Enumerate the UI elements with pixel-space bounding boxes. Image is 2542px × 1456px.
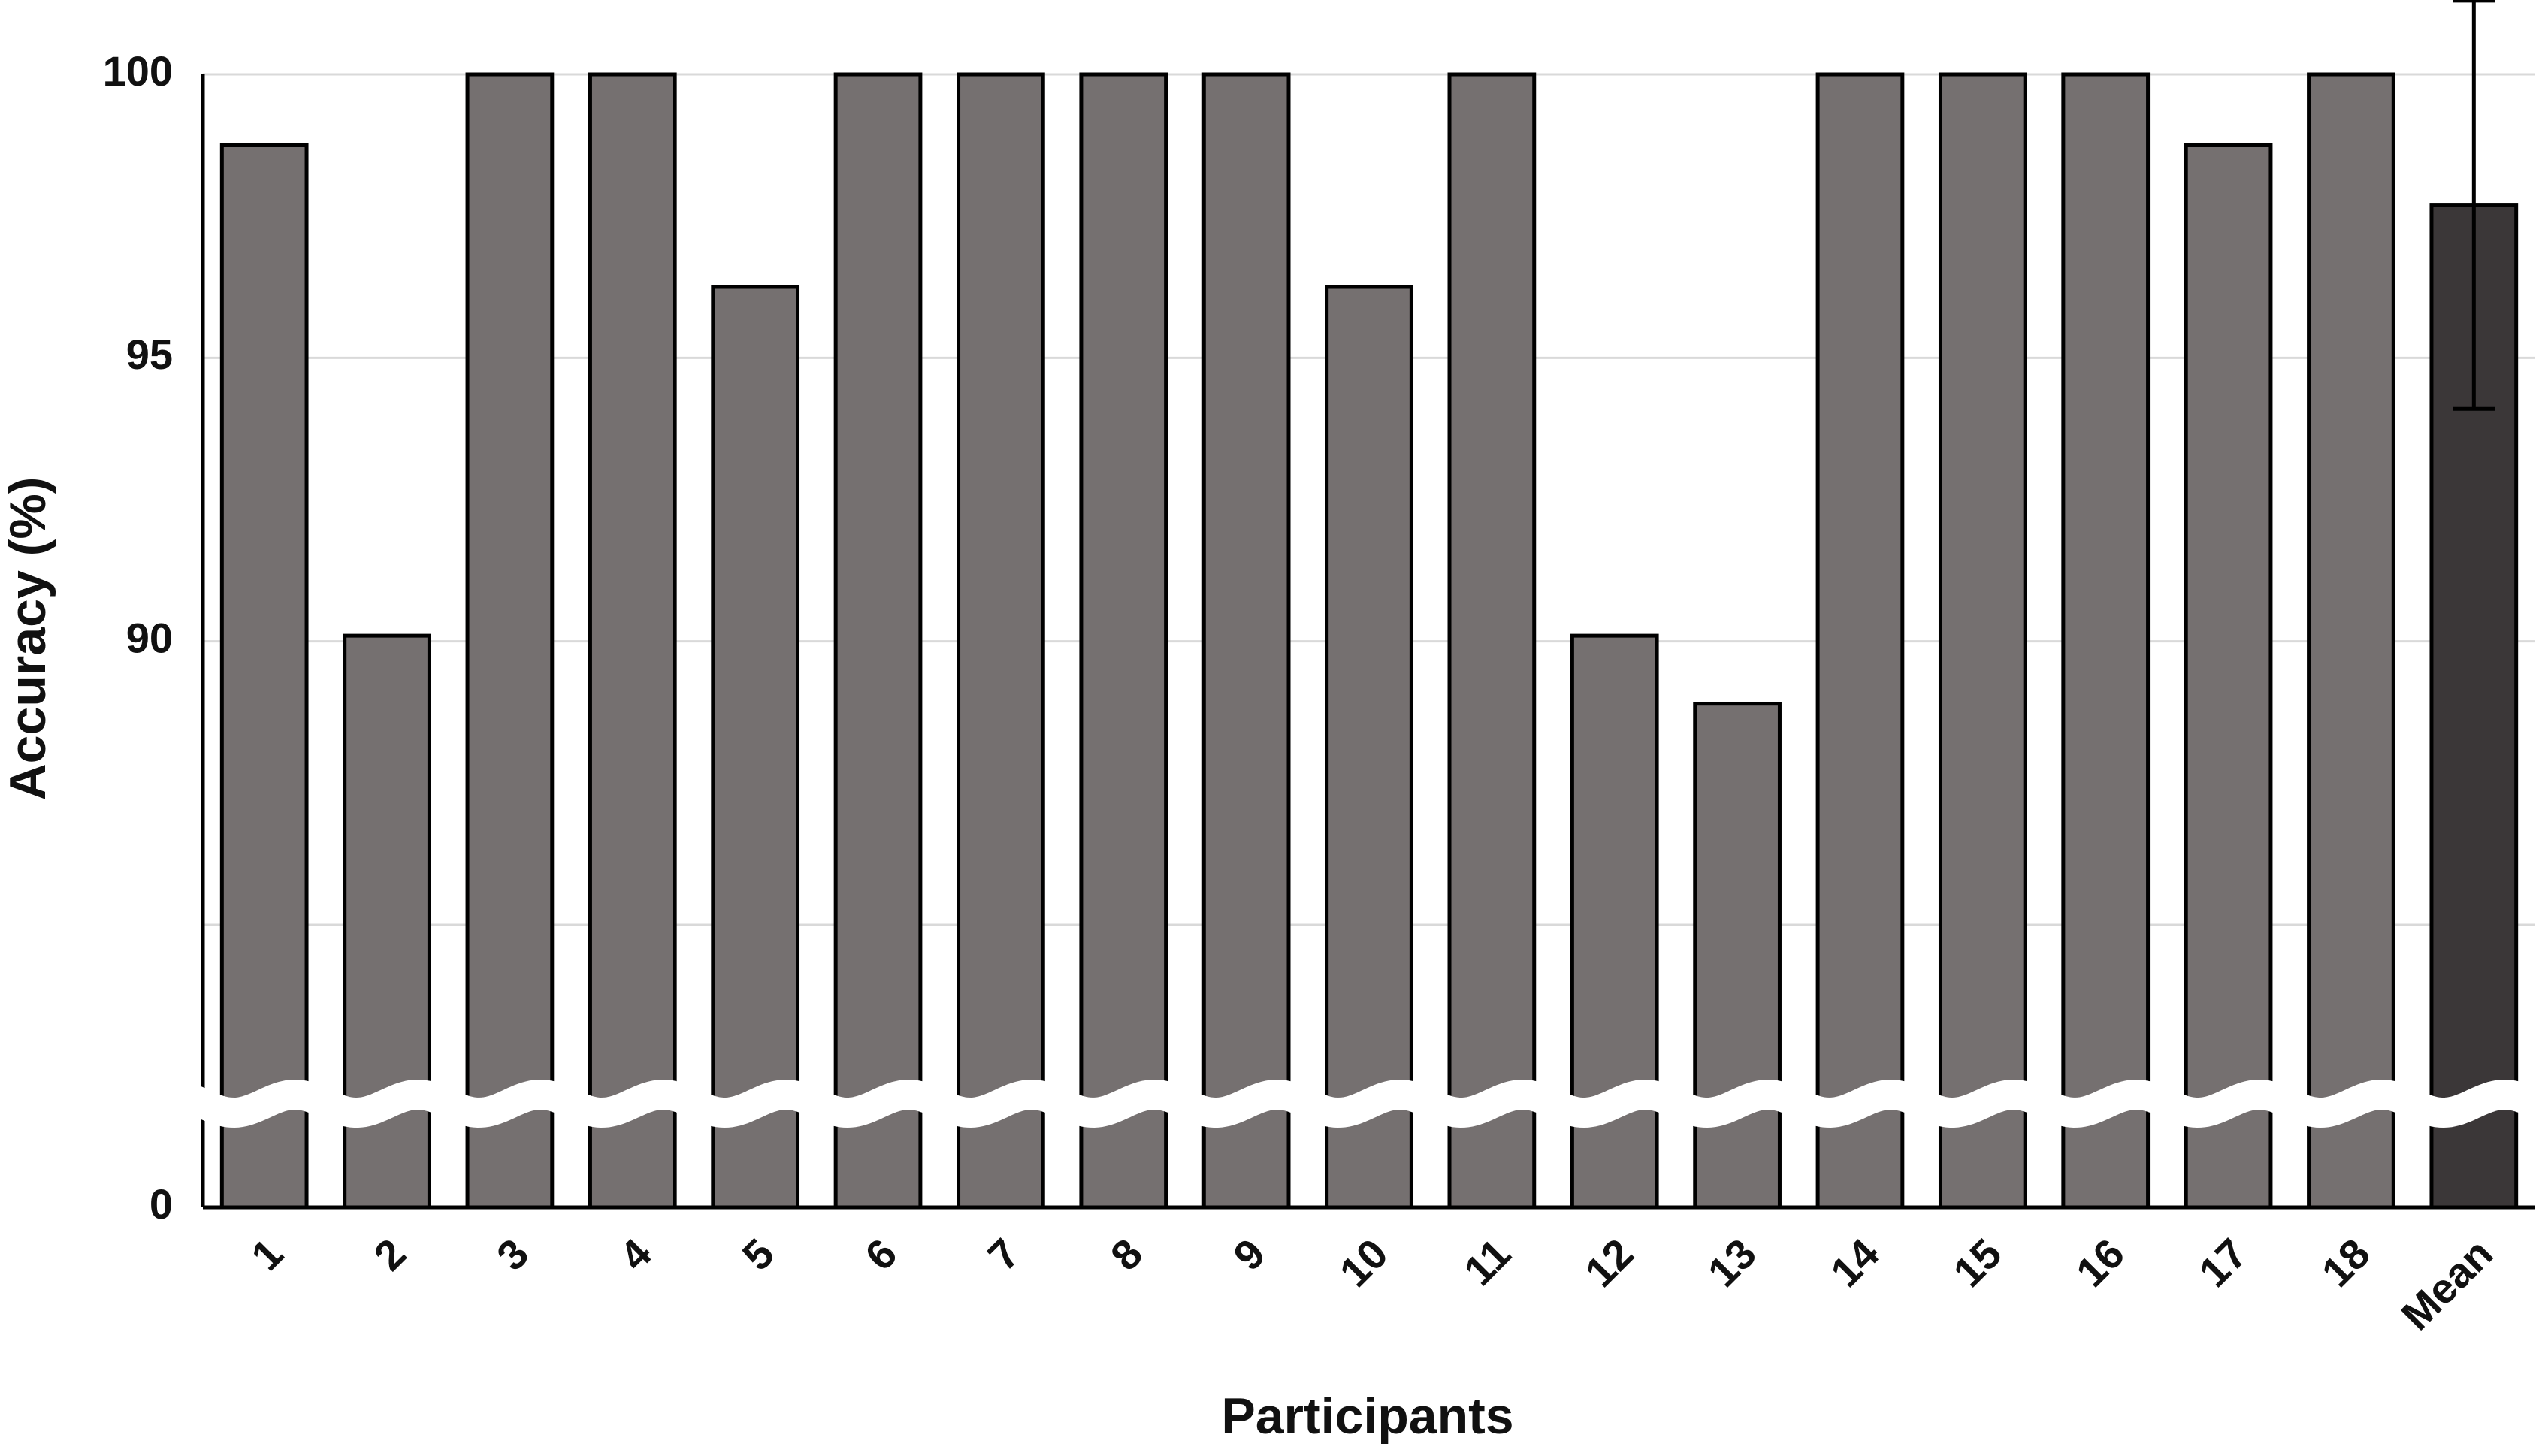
x-tick-label: Mean [2392, 1229, 2501, 1339]
y-axis-title: Accuracy (%) [0, 477, 56, 801]
x-tick-label: 3 [488, 1229, 538, 1279]
y-tick-label: 0 [150, 1180, 173, 1228]
bar [219, 143, 309, 1210]
x-tick-label: 9 [1224, 1229, 1274, 1279]
x-tick-label: 8 [1102, 1229, 1152, 1279]
bar [2307, 72, 2395, 1210]
x-tick-label: 2 [364, 1229, 415, 1279]
y-tick-label: 95 [126, 331, 173, 378]
y-tick-label: 100 [103, 47, 173, 95]
bar [1079, 72, 1168, 1210]
bar [711, 285, 800, 1210]
bar [588, 72, 677, 1210]
x-tick-label: 15 [1944, 1229, 2011, 1296]
bar [2184, 143, 2273, 1210]
x-tick-label: 16 [2067, 1229, 2134, 1296]
bar [1325, 285, 1413, 1210]
x-tick-label: 13 [1698, 1229, 1765, 1296]
bar [957, 72, 1045, 1210]
bar [1815, 72, 1905, 1210]
error-bar [2453, 0, 2495, 411]
x-tick-label: 18 [2312, 1229, 2379, 1296]
x-tick-label: 1 [242, 1229, 292, 1279]
axis-break [177, 1079, 2542, 1128]
x-tick-label: 4 [610, 1229, 660, 1279]
x-tick-label: 6 [856, 1229, 906, 1279]
bar [2061, 72, 2151, 1210]
bar [1938, 72, 2027, 1210]
x-tick-label: 11 [1455, 1229, 1519, 1294]
x-tick-label: 14 [1821, 1229, 1888, 1296]
x-axis-title: Participants [1221, 1388, 1513, 1445]
x-tick-label: 7 [978, 1229, 1029, 1279]
x-tick-label: 5 [733, 1229, 784, 1279]
y-tick-label: 90 [126, 614, 173, 661]
x-tick-label: 12 [1576, 1229, 1643, 1296]
x-tick-label: 10 [1330, 1229, 1397, 1296]
x-tick-label: 17 [2190, 1229, 2256, 1296]
bar [1447, 72, 1537, 1210]
axis-break [177, 1080, 222, 1124]
bar [465, 72, 555, 1210]
bar [833, 72, 923, 1210]
bar [1201, 72, 1291, 1210]
bar [1693, 702, 1782, 1210]
